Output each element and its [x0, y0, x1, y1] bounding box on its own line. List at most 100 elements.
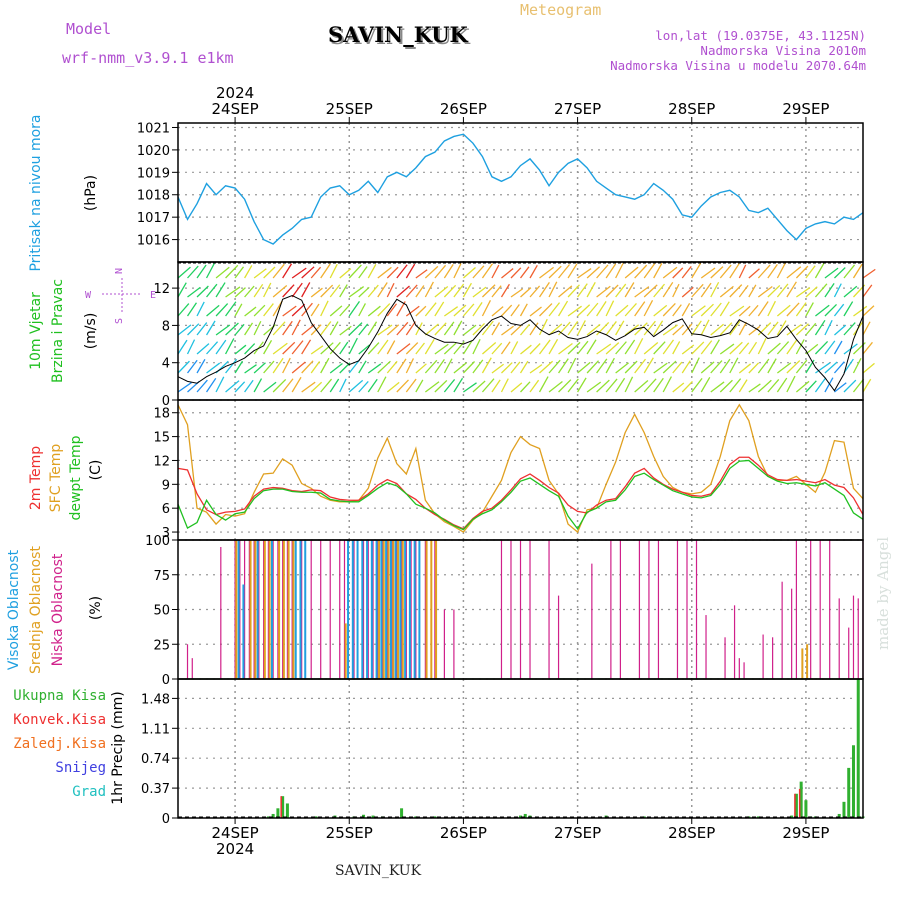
- x-tick-label-bottom: 25SEP: [326, 824, 373, 842]
- wind-barb: [796, 287, 811, 298]
- wind-barb: [824, 283, 835, 298]
- wind-barb: [301, 266, 315, 279]
- wind-barb: [396, 358, 407, 374]
- wind-barb: [320, 357, 330, 374]
- wind-barb: [795, 323, 809, 336]
- wind-barb: [691, 305, 706, 317]
- wind-barb: [415, 363, 427, 374]
- precip-bar: [266, 816, 270, 818]
- wind-barb: [377, 303, 391, 317]
- wind-barb: [624, 266, 639, 279]
- wind-barb: [187, 323, 200, 336]
- wind-y-tick-label: 0: [162, 394, 170, 409]
- wind-barb: [719, 343, 735, 355]
- wind-barb: [681, 286, 694, 298]
- wind-barb: [719, 285, 734, 298]
- wind-barb: [852, 378, 865, 393]
- precip-bar: [756, 816, 760, 818]
- wind-barb: [767, 379, 780, 393]
- wind-barb: [624, 339, 636, 355]
- wind-barb: [206, 304, 220, 317]
- wind-barb: [320, 342, 334, 355]
- wind-barb: [653, 320, 664, 336]
- wind-barb: [653, 283, 665, 298]
- wind-barb: [719, 264, 732, 279]
- wind-barb: [491, 285, 502, 298]
- wind-barb: [282, 378, 294, 393]
- wind-barb: [519, 303, 528, 317]
- wind-barb: [520, 381, 531, 393]
- wind-barb: [215, 282, 226, 298]
- wind-barb: [396, 264, 408, 279]
- wind-barb: [329, 305, 343, 317]
- wind-barb: [719, 379, 733, 393]
- wind-barb: [491, 379, 501, 393]
- wind-barb: [748, 325, 761, 336]
- wind-barb: [234, 381, 246, 393]
- wind-barb: [367, 264, 377, 279]
- wind-barb: [795, 359, 808, 374]
- wind-barb: [596, 322, 610, 336]
- pressure-y-tick-label: 1017: [137, 211, 170, 226]
- pressure-y-tick-label: 1020: [137, 144, 170, 159]
- watermark: made by Angel: [874, 537, 892, 650]
- wind-barb: [434, 301, 445, 317]
- wind-barb: [843, 285, 858, 298]
- wind-barb: [510, 267, 522, 279]
- wind-barb: [815, 304, 830, 317]
- wind-barb: [738, 363, 752, 374]
- x-tick-label-top: 24SEP: [212, 100, 259, 118]
- wind-barb: [424, 281, 434, 298]
- wind-barb: [558, 264, 571, 279]
- wind-barb: [805, 380, 817, 393]
- cloud-y-tick-label: 100: [145, 534, 170, 549]
- wind-barb: [462, 303, 475, 317]
- wind-barb: [605, 357, 615, 374]
- wind-barb: [272, 285, 288, 298]
- wind-barb: [339, 284, 348, 298]
- wind-barb: [196, 322, 208, 336]
- wind-barb: [320, 378, 333, 393]
- wind-barb: [320, 300, 329, 317]
- wind-barb: [444, 306, 459, 317]
- wind-barb: [301, 302, 313, 317]
- wind-barb: [424, 381, 440, 393]
- wind-barb: [405, 305, 420, 317]
- wind-barb: [253, 362, 266, 374]
- wind-barb: [186, 359, 198, 374]
- wind-barb: [491, 264, 500, 279]
- wind-barb: [282, 263, 293, 279]
- wind-barb: [662, 324, 678, 336]
- wind-barb: [805, 286, 818, 298]
- precip-bar: [804, 800, 808, 818]
- wind-barb: [605, 284, 619, 298]
- wind-barb: [824, 340, 836, 355]
- precip-bar: [523, 813, 527, 818]
- wind-barb: [729, 341, 743, 355]
- precip-bar: [642, 816, 646, 818]
- wind-barb: [833, 361, 845, 374]
- wind-barb: [434, 286, 449, 298]
- wind-barb: [386, 360, 398, 374]
- wind-barb: [462, 267, 476, 279]
- wind-barb: [424, 339, 435, 355]
- wind-barb: [291, 267, 307, 279]
- wind-barb: [824, 377, 834, 393]
- wind-barb: [339, 268, 352, 279]
- wind-barb: [805, 343, 819, 355]
- wind-barb: [415, 269, 428, 279]
- wind-barb: [548, 381, 563, 393]
- wind-barb: [719, 301, 730, 317]
- wind-barb: [215, 266, 230, 279]
- wind-barb: [519, 360, 529, 374]
- wind-barb: [634, 264, 648, 279]
- wind-barb: [472, 380, 486, 393]
- wind-barb: [263, 360, 275, 374]
- wind-barb: [329, 284, 341, 298]
- wind-barb: [558, 358, 569, 374]
- x-tick-label-bottom: 27SEP: [554, 824, 601, 842]
- wind-barb: [577, 377, 587, 393]
- wind-y-tick-label: 8: [162, 319, 170, 334]
- wind-barb: [244, 306, 257, 317]
- wind-barb: [691, 283, 704, 298]
